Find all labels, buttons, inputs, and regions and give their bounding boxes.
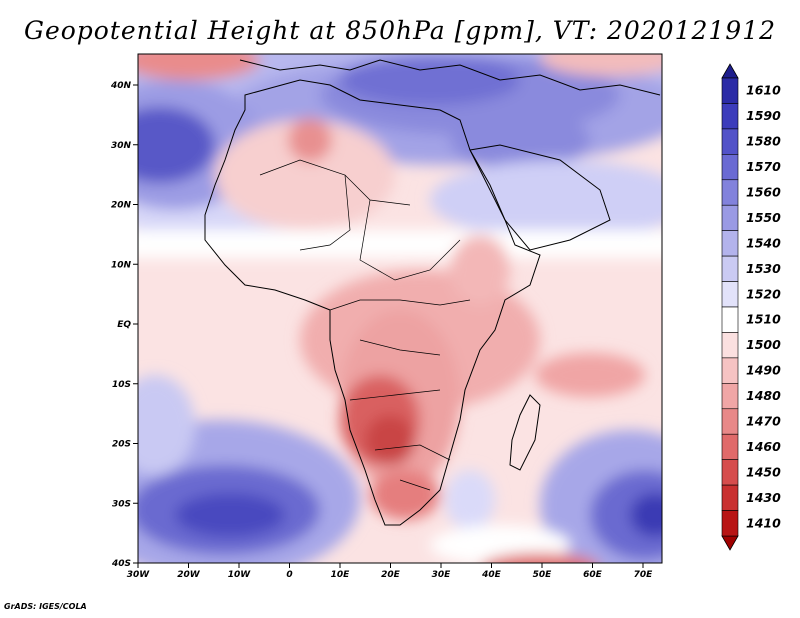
colorbar-swatch	[721, 204, 739, 231]
colorbar-label: 1430	[746, 490, 781, 505]
lon-tick-label: 60E	[583, 570, 603, 580]
lon-tick-label: 0	[286, 570, 292, 580]
lon-tick-label: 30E	[432, 570, 452, 580]
colorbar-swatch	[721, 128, 739, 155]
colorbar-label: 1470	[746, 414, 781, 429]
lat-tick-label: 10S	[112, 380, 131, 390]
colorbar-label: 1590	[746, 108, 781, 123]
lon-tick-label: 30W	[127, 570, 151, 580]
colorbar-swatch	[721, 459, 739, 486]
colorbar-swatch	[721, 383, 739, 410]
colorbar-label: 1520	[746, 286, 781, 301]
colorbar-swatch	[721, 179, 739, 206]
colorbar-swatch	[721, 281, 739, 308]
colorbar-swatch	[721, 154, 739, 181]
longitude-axis: 30W 20W 10W 0 10E 20E 30E 40E 50E 60E 70E	[127, 563, 653, 580]
colorbar-label: 1510	[746, 312, 781, 327]
lon-tick-label: 40E	[481, 570, 502, 580]
lon-tick-label: 20E	[381, 570, 401, 580]
colorbar-label: 1570	[746, 159, 781, 174]
colorbar-swatch	[721, 433, 739, 460]
colorbar-bottom-arrow	[721, 535, 739, 551]
lon-tick-label: 70E	[634, 570, 654, 580]
colorbar-label: 1460	[746, 439, 781, 454]
colorbar-swatch	[721, 408, 739, 435]
colorbar-label: 1450	[746, 464, 781, 479]
country-borders	[259, 159, 471, 491]
colorbar-swatch	[721, 255, 739, 282]
africa-coastline	[204, 79, 541, 526]
lat-tick-label: 10N	[111, 260, 132, 270]
coastlines	[204, 59, 661, 526]
colorbar-label: 1540	[746, 235, 781, 250]
lon-tick-label: 50E	[533, 570, 553, 580]
colorbar-swatch	[721, 306, 739, 333]
colorbar-label: 1410	[746, 515, 781, 530]
latitude-axis: 40N 30N 20N 10N EQ 10S 20S 30S 40S	[110, 81, 138, 569]
colorbar: 1610 1590 1580 1570 1560 1550 1540 1530 1520 1510…	[721, 63, 781, 551]
colorbar-swatch	[721, 103, 739, 130]
lon-tick-label: 10E	[331, 570, 351, 580]
lat-tick-label: 40S	[111, 559, 131, 569]
colorbar-label: 1500	[746, 337, 781, 352]
colorbar-label: 1610	[746, 83, 781, 98]
lat-tick-label: 20S	[112, 440, 131, 450]
colorbar-label: 1530	[746, 261, 781, 276]
madagascar-coastline	[509, 394, 541, 471]
map-frame	[137, 53, 663, 564]
colorbar-swatch	[721, 77, 739, 104]
lat-tick-label: EQ	[117, 320, 131, 330]
lat-tick-label: 20N	[111, 201, 132, 211]
height-field	[138, 54, 662, 563]
colorbar-label: 1560	[746, 185, 781, 200]
colorbar-label: 1550	[746, 210, 781, 225]
lat-tick-label: 30N	[111, 141, 132, 151]
colorbar-label: 1490	[746, 363, 781, 378]
colorbar-swatch	[721, 510, 739, 537]
colorbar-swatch	[721, 484, 739, 511]
lat-tick-label: 30S	[112, 499, 131, 509]
colorbar-swatch	[721, 230, 739, 257]
lon-tick-label: 10W	[228, 570, 252, 580]
lon-tick-label: 20W	[177, 570, 201, 580]
lat-tick-label: 40N	[110, 81, 132, 91]
colorbar-top-arrow	[721, 63, 739, 79]
colorbar-swatch	[721, 332, 739, 359]
colorbar-swatch	[721, 357, 739, 384]
grads-credit: GrADS: IGES/COLA	[4, 602, 87, 611]
arabia-coastline	[469, 144, 611, 251]
colorbar-label: 1580	[746, 134, 781, 149]
colorbar-label: 1480	[746, 388, 781, 403]
map-title: Geopotential Height at 850hPa [gpm], VT:…	[23, 16, 777, 45]
europe-coastline	[239, 59, 661, 96]
